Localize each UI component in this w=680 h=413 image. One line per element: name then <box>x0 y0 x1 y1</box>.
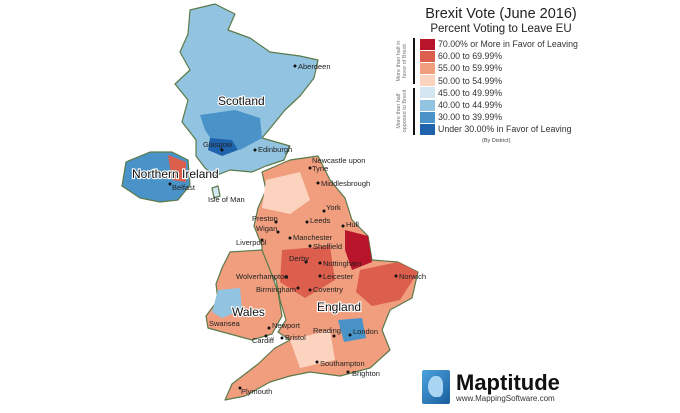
legend-item: 60.00 to 69.99% <box>420 50 600 62</box>
legend-items: More than half in favor of Brexit More t… <box>390 38 600 136</box>
maptitude-logo: Maptitude www.MappingSoftware.com <box>422 370 560 404</box>
city-belfast: Belfast <box>172 183 196 192</box>
city-brighton: Brighton <box>352 369 380 378</box>
legend-label: 70.00% or More in Favor of Leaving <box>438 39 578 50</box>
wales-shape <box>205 249 283 341</box>
south-england <box>290 330 335 368</box>
city-york: York <box>326 203 341 212</box>
east-england <box>356 262 418 306</box>
city-aberdeen: Aberdeen <box>298 62 331 71</box>
legend-item: 45.00 to 49.99% <box>420 87 600 99</box>
city-middlesbrough: Middlesbrough <box>321 179 370 188</box>
city-sheffield: Sheffield <box>313 242 342 251</box>
arrow-up-icon <box>413 38 415 84</box>
city-preston: Preston <box>252 214 278 223</box>
city-plymouth: Plymouth <box>241 387 272 396</box>
city-leicester: Leicester <box>323 272 354 281</box>
city-leeds: Leeds <box>310 216 331 225</box>
legend-subtitle: Percent Voting to Leave EU <box>430 23 572 35</box>
legend-swatch <box>420 87 435 99</box>
legend-item: Under 30.00% in Favor of Leaving <box>420 123 600 135</box>
scotland-shape <box>174 3 319 177</box>
city-glasgow: Glasgow <box>203 140 233 149</box>
legend-swatch <box>420 38 435 50</box>
england-north <box>262 172 310 214</box>
city-cardiff: Cardiff <box>252 336 275 345</box>
city-newport: Newport <box>272 321 301 330</box>
head-globe-icon <box>422 370 450 404</box>
midlands <box>280 246 335 298</box>
city-swansea: Swansea <box>209 319 241 328</box>
region-label-england: England <box>317 300 361 314</box>
wales-west <box>212 288 242 318</box>
city-norwich: Norwich <box>399 272 426 281</box>
city-london: London <box>353 327 378 336</box>
lincolnshire <box>345 230 372 270</box>
legend-label: 55.00 to 59.99% <box>438 63 503 74</box>
legend-swatch <box>420 75 435 87</box>
isle-of-man-shape <box>211 185 221 199</box>
legend-label: 45.00 to 49.99% <box>438 87 503 98</box>
ni-east <box>168 155 186 182</box>
region-label-wales: Wales <box>232 305 265 319</box>
scotland-core <box>208 138 238 156</box>
city-hull: Hull <box>346 220 359 229</box>
city-liverpool: Liverpool <box>236 238 267 247</box>
city-manchester: Manchester <box>293 233 333 242</box>
legend-note: (By District) <box>482 137 511 144</box>
city-newcastle: Newcastle upon <box>312 156 365 165</box>
city-southampton: Southampton <box>320 359 365 368</box>
region-label-northern-ireland: Northern Ireland <box>132 167 219 181</box>
legend-item: 55.00 to 59.99% <box>420 62 600 74</box>
city-wigan: Wigan <box>256 224 277 233</box>
legend: Brexit Vote (June 2016) Percent Voting t… <box>390 6 600 144</box>
legend-label: 30.00 to 39.99% <box>438 112 503 123</box>
legend-swatch <box>420 99 435 111</box>
legend-item: 40.00 to 44.99% <box>420 99 600 111</box>
city-derby: Derby <box>289 254 309 263</box>
city-reading: Reading <box>313 326 341 335</box>
city-coventry: Coventry <box>313 285 343 294</box>
legend-swatch <box>420 123 435 135</box>
legend-item: 50.00 to 54.99% <box>420 75 600 87</box>
legend-label: 40.00 to 44.99% <box>438 100 503 111</box>
logo-name: Maptitude <box>456 369 560 395</box>
city-bristol: Bristol <box>285 333 306 342</box>
region-label-scotland: Scotland <box>218 94 265 108</box>
legend-swatch <box>420 111 435 123</box>
city-newcastle-line2: Tyne <box>312 164 328 173</box>
legend-swatch <box>420 62 435 74</box>
city-labels: Aberdeen Glasgow Edinburgh Belfast Newca… <box>168 62 426 396</box>
city-edinburgh: Edinburgh <box>258 145 292 154</box>
london-area <box>338 318 366 342</box>
logo-url: www.MappingSoftware.com <box>456 393 555 403</box>
legend-label: Under 30.00% in Favor of Leaving <box>438 124 572 135</box>
arrow-down-icon <box>413 88 415 135</box>
legend-item: 30.00 to 39.99% <box>420 111 600 123</box>
side-label-remain: More than half opposed to Brexit <box>396 89 408 133</box>
city-nottingham: Nottingham <box>323 259 361 268</box>
legend-label: 50.00 to 54.99% <box>438 75 503 86</box>
legend-item: 70.00% or More in Favor of Leaving <box>420 38 600 50</box>
region-label-isle-of-man: Isle of Man <box>208 195 245 204</box>
legend-label: 60.00 to 69.99% <box>438 51 503 62</box>
city-wolverhampton: Wolverhampton <box>236 272 288 281</box>
side-label-leave: More than half in favor of Brexit <box>396 40 408 82</box>
legend-swatch <box>420 50 435 62</box>
legend-title: Brexit Vote (June 2016) <box>425 6 577 22</box>
city-birmingham: Birmingham <box>256 285 296 294</box>
